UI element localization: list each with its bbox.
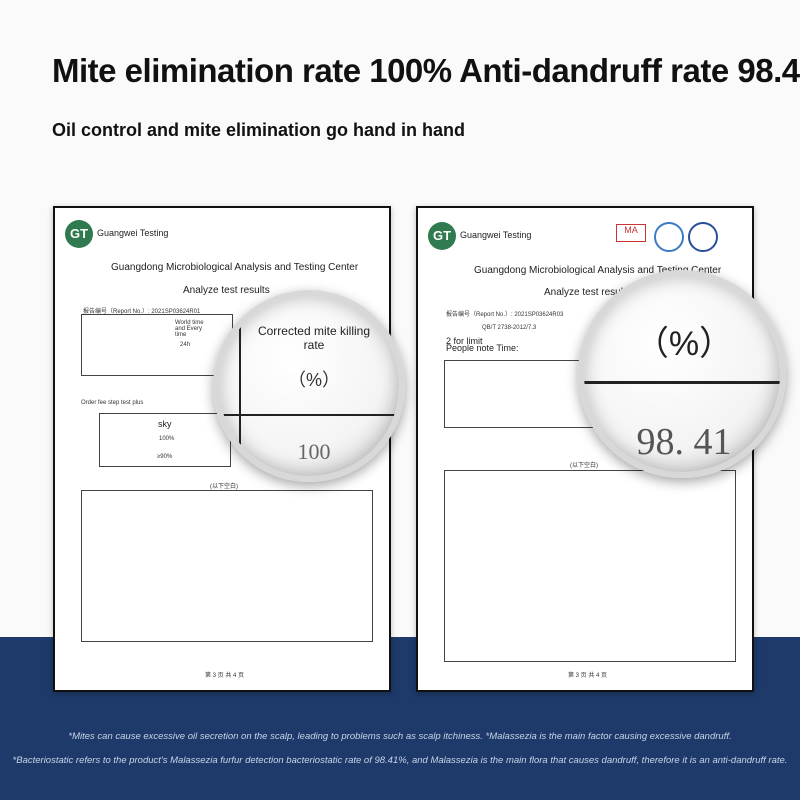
time-note: People note Time:: [446, 343, 519, 353]
lens-unit: （%）: [634, 325, 734, 363]
subheadline: Oil control and mite elimination go hand…: [52, 120, 466, 140]
footnote: *Bacteriostatic refers to the product's …: [12, 755, 788, 766]
blank-area: [444, 470, 736, 662]
lens-label: Corrected mite killing rate: [257, 324, 371, 352]
table-line: [584, 381, 780, 384]
footnote: *Mites can cause excessive oil secretion…: [68, 731, 732, 742]
table-note: Order fee step test plus: [81, 400, 144, 406]
magnifier: Corrected mite killing rate （%） 100: [213, 290, 405, 482]
cert-logo: MA: [616, 224, 646, 242]
magnifier: （%） 98. 41: [578, 270, 786, 478]
table-cell: ≥90%: [157, 454, 173, 460]
blank-note: (以下空白): [210, 484, 238, 490]
table-cell: 24h: [180, 342, 191, 348]
lens-unit: （%）: [287, 370, 340, 390]
report-number: 报告编号（Report No.）: 2021SP03624R03: [446, 312, 564, 318]
method: QB/T 2738-2012/7.3: [482, 325, 537, 331]
lens-value: 98. 41: [636, 421, 732, 463]
blank-area: [81, 490, 373, 642]
headline: Mite elimination rate 100% Anti-dandruff…: [52, 52, 800, 89]
table-line: [239, 296, 241, 476]
table-line: [219, 414, 399, 416]
page-number: 第 3 页 共 4 页: [568, 673, 608, 679]
center-name: Guangdong Microbiological Analysis and T…: [474, 265, 722, 276]
cert-logo: [688, 222, 718, 252]
section-title: Analyze test results: [544, 287, 631, 298]
lab-name: Guangwei Testing: [460, 230, 532, 240]
limit-note: 2 for limit: [446, 336, 483, 346]
table-cell: sky: [158, 419, 172, 429]
report-number: 报告编号（Report No.）: 2021SP03624R01: [83, 309, 201, 315]
blank-note: (以下空白): [570, 463, 598, 469]
center-name: Guangdong Microbiological Analysis and T…: [111, 262, 359, 273]
table-cell: 100%: [159, 436, 175, 442]
result-table: [81, 314, 233, 376]
section-title: Analyze test results: [183, 285, 270, 296]
lab-name: Guangwei Testing: [97, 228, 169, 238]
logo: GT: [428, 222, 456, 250]
table-cell: World time and Every time: [175, 320, 204, 338]
cert-logo: [654, 222, 684, 252]
lens-value: 100: [297, 439, 331, 464]
page-number: 第 3 页 共 4 页: [205, 673, 245, 679]
logo: GT: [65, 220, 93, 248]
